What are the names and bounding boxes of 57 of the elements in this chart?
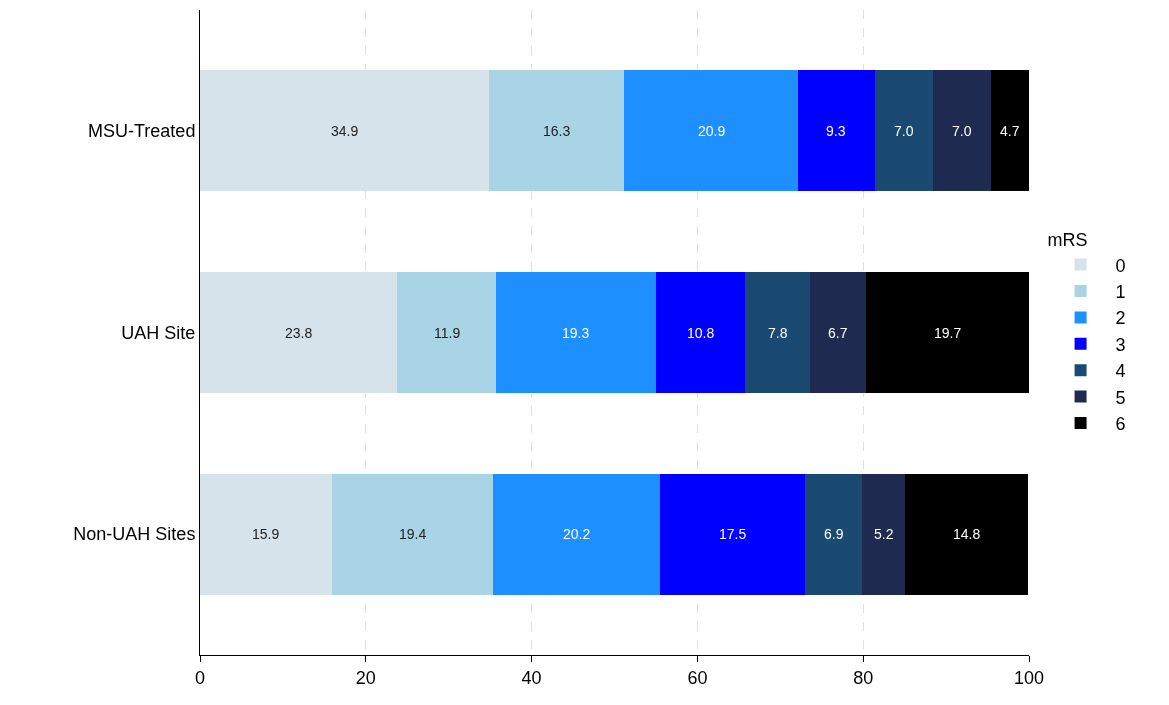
- y-tick-label: Non-UAH Sites: [73, 524, 196, 545]
- y-tick-label: UAH Site: [121, 322, 196, 343]
- bar: [655, 272, 746, 393]
- bar: [797, 70, 875, 192]
- data-label: 11.9: [434, 325, 461, 341]
- data-label: 19.4: [399, 526, 427, 542]
- data-label: 17.5: [719, 526, 747, 542]
- data-label: 6.7: [828, 325, 848, 341]
- legend-label: 2: [1115, 308, 1126, 329]
- data-label: 16.3: [543, 123, 571, 139]
- bar: [990, 70, 1029, 192]
- data-label: 10.8: [687, 325, 715, 341]
- data-label: 4.7: [1000, 123, 1020, 139]
- legend-label: 5: [1115, 387, 1126, 408]
- data-label: 7.8: [768, 325, 788, 341]
- legend-title: mRS: [1047, 230, 1088, 251]
- bar: [331, 473, 493, 595]
- data-label: 15.9: [252, 526, 280, 542]
- bar: [932, 70, 991, 192]
- data-label: 9.3: [826, 123, 846, 139]
- bar: [805, 473, 863, 595]
- bar: [200, 473, 332, 595]
- data-label: 6.9: [824, 526, 844, 542]
- data-label: 34.9: [331, 123, 359, 139]
- x-tick-label: 60: [687, 667, 708, 688]
- bar: [397, 272, 496, 393]
- bar: [865, 272, 1029, 393]
- bar: [745, 272, 811, 393]
- bar: [492, 473, 661, 595]
- legend-label: 4: [1115, 361, 1126, 382]
- legend-label: 0: [1115, 255, 1126, 276]
- data-label: 19.7: [934, 325, 962, 341]
- bar: [660, 473, 806, 595]
- bar: [874, 70, 933, 192]
- data-label: 7.0: [894, 123, 914, 139]
- legend-label: 1: [1115, 282, 1126, 303]
- data-label: 19.3: [562, 325, 590, 341]
- bar: [489, 70, 625, 192]
- bar: [624, 70, 798, 192]
- data-label: 20.2: [563, 526, 591, 542]
- x-tick-label: 40: [521, 667, 542, 688]
- bar: [810, 272, 866, 393]
- data-label: 20.9: [698, 123, 726, 139]
- x-tick-label: 20: [355, 667, 376, 688]
- legend-label: 3: [1115, 334, 1126, 355]
- x-tick-label: 80: [853, 667, 874, 688]
- y-tick-label: MSU-Treated: [88, 121, 196, 142]
- x-tick-label: 0: [194, 667, 206, 688]
- x-tick-label: 100: [1013, 667, 1045, 688]
- bar: [495, 272, 656, 393]
- data-label: 5.2: [874, 526, 894, 542]
- data-label: 7.0: [952, 123, 972, 139]
- data-label: 14.8: [953, 526, 981, 542]
- bar: [862, 473, 906, 595]
- legend-label: 6: [1115, 414, 1126, 435]
- data-label: 23.8: [285, 325, 313, 341]
- bar: [905, 473, 1029, 595]
